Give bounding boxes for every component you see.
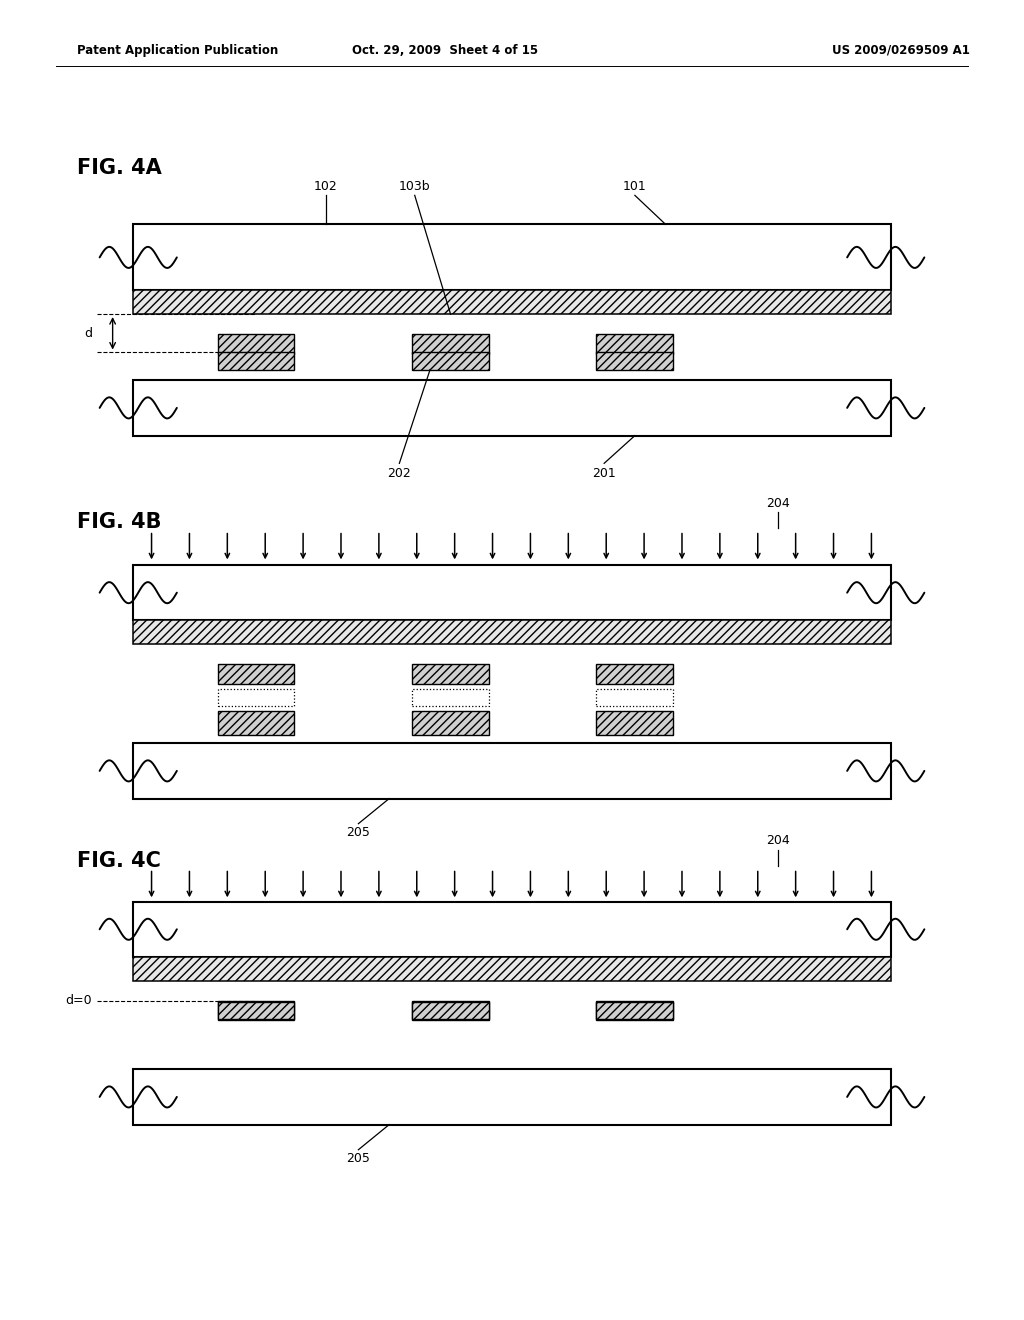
Text: 101: 101 (623, 180, 647, 193)
Text: 202: 202 (387, 467, 412, 480)
Bar (596, 1002, 674, 1019)
Bar (217, 664, 295, 684)
Text: FIG. 4B: FIG. 4B (77, 512, 162, 532)
Bar (217, 334, 295, 354)
Text: Patent Application Publication: Patent Application Publication (77, 44, 279, 57)
Bar (133, 224, 891, 290)
Bar (217, 711, 295, 735)
Bar (412, 352, 489, 370)
Bar (217, 689, 295, 706)
Text: 103b: 103b (399, 180, 430, 193)
Bar (412, 689, 489, 706)
Bar (412, 1001, 489, 1020)
Bar (133, 743, 891, 799)
Text: US 2009/0269509 A1: US 2009/0269509 A1 (833, 44, 970, 57)
Text: 204: 204 (766, 834, 791, 847)
Bar (133, 290, 891, 314)
Text: 201: 201 (592, 467, 616, 480)
Text: 102: 102 (313, 180, 338, 193)
Bar (412, 334, 489, 354)
Text: d: d (84, 327, 92, 339)
Bar (133, 620, 891, 644)
Bar (596, 664, 674, 684)
Text: FIG. 4A: FIG. 4A (77, 158, 162, 178)
Bar (596, 352, 674, 370)
Text: FIG. 4C: FIG. 4C (77, 851, 161, 871)
Bar (412, 711, 489, 735)
Bar (217, 1001, 295, 1020)
Bar (412, 664, 489, 684)
Bar (596, 334, 674, 354)
Bar (133, 957, 891, 981)
Bar (596, 711, 674, 735)
Bar (133, 902, 891, 957)
Bar (412, 1002, 489, 1019)
Text: d=0: d=0 (66, 994, 92, 1007)
Bar (596, 1001, 674, 1020)
Bar (217, 352, 295, 370)
Bar (596, 689, 674, 706)
Text: Oct. 29, 2009  Sheet 4 of 15: Oct. 29, 2009 Sheet 4 of 15 (352, 44, 539, 57)
Text: 205: 205 (346, 826, 371, 840)
Text: 204: 204 (766, 496, 791, 510)
Text: 205: 205 (346, 1152, 371, 1166)
Bar (133, 1069, 891, 1125)
Bar (133, 380, 891, 436)
Bar (217, 1002, 295, 1019)
Bar (133, 565, 891, 620)
